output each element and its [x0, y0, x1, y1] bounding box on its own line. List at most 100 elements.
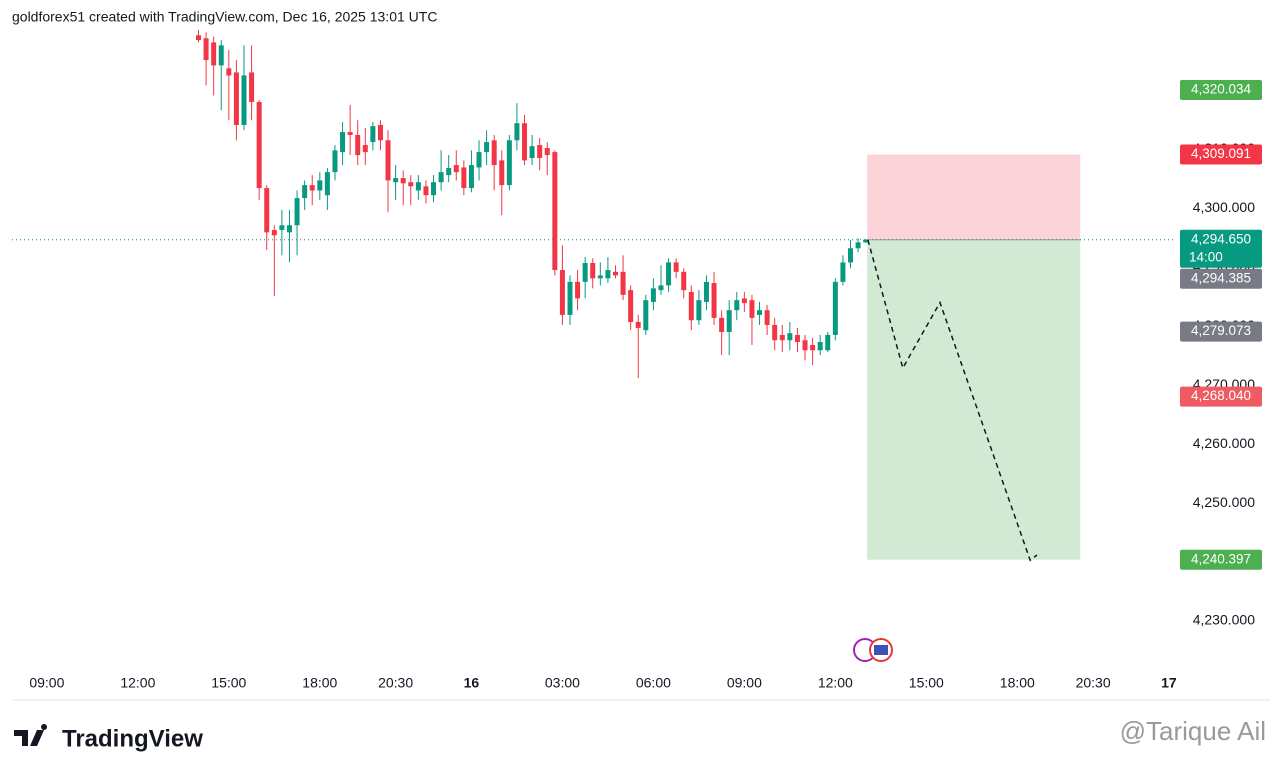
candle-body: [415, 182, 421, 191]
x-tick-label: 20:30: [378, 675, 413, 691]
candle-body: [635, 321, 641, 328]
candle-body: [196, 35, 202, 41]
candle-body: [332, 150, 338, 173]
candle-body: [362, 145, 368, 153]
candle-body: [377, 124, 383, 141]
candle-body: [703, 281, 709, 302]
countdown: 14:00: [1189, 249, 1223, 264]
candle-body: [749, 300, 755, 318]
x-tick-label: 03:00: [545, 675, 580, 691]
candle-body: [271, 229, 277, 236]
candle-body: [673, 262, 679, 272]
candle-body: [264, 188, 270, 233]
candle-body: [810, 344, 816, 351]
candle-body: [453, 165, 459, 173]
candle-body: [218, 45, 224, 66]
x-tick-label: 17: [1161, 675, 1177, 691]
y-tick-label: 4,260.000: [1193, 435, 1255, 451]
candle-body: [370, 126, 376, 143]
candle-body: [203, 38, 209, 61]
candle-body: [741, 298, 747, 304]
candle-body: [719, 317, 725, 333]
price-label: 4,240.397: [1191, 551, 1251, 566]
candle-body: [286, 225, 292, 233]
x-tick-label: 12:00: [818, 675, 853, 691]
candle-body: [317, 180, 323, 191]
candle-body: [620, 271, 626, 295]
candle-body: [226, 68, 232, 76]
price-label-box: [1180, 144, 1262, 165]
candle-body: [840, 262, 846, 282]
candle-body: [514, 123, 520, 141]
price-label: 4,309.091: [1191, 146, 1251, 161]
candle-body: [385, 140, 391, 181]
candle-body: [294, 198, 300, 226]
flag: [874, 645, 888, 655]
price-label-box: [1180, 386, 1262, 407]
candle-body: [628, 290, 634, 322]
x-tick-label: 12:00: [120, 675, 155, 691]
candle-body: [848, 248, 854, 263]
candle-body: [324, 172, 330, 196]
candle-body: [734, 300, 740, 311]
candle-body: [400, 178, 406, 184]
candle-body: [612, 271, 618, 276]
y-tick-label: 4,300.000: [1193, 199, 1255, 215]
candle-body: [825, 334, 831, 351]
candle-body: [355, 134, 361, 156]
candle-body: [666, 262, 672, 286]
x-tick-label: 20:30: [1076, 675, 1111, 691]
candle-body: [772, 324, 778, 341]
candle-body: [787, 333, 793, 341]
candle-body: [779, 334, 785, 341]
candle-body: [794, 334, 800, 343]
candle-body: [650, 288, 656, 302]
candle-body: [559, 270, 565, 315]
x-tick-label: 09:00: [727, 675, 762, 691]
price-label-box: [1180, 79, 1262, 100]
candle-body: [590, 262, 596, 279]
logo-text: TradingView: [62, 725, 203, 752]
y-tick-label: 4,250.000: [1193, 494, 1255, 510]
candle-body: [832, 281, 838, 335]
x-tick-label: 18:00: [1000, 675, 1035, 691]
candle-body: [408, 182, 414, 187]
candle-body: [309, 185, 315, 191]
candle-body: [688, 291, 694, 321]
candle-body: [506, 140, 512, 186]
price-label-box: [1180, 268, 1262, 289]
price-label: 4,294.650: [1191, 231, 1251, 246]
candle-body: [696, 300, 702, 321]
candle-body: [431, 182, 437, 196]
candle-body: [461, 167, 467, 189]
logo-icon: [14, 724, 48, 746]
candle-body: [423, 186, 429, 196]
x-tick-label: 06:00: [636, 675, 671, 691]
candle-body: [567, 281, 573, 315]
candle-body: [233, 72, 239, 125]
candle-body: [582, 262, 588, 282]
candle-body: [468, 165, 474, 189]
candle-body: [643, 300, 649, 331]
x-tick-label: 16: [464, 675, 480, 691]
price-label-box: [1180, 321, 1262, 342]
header: goldforex51 created with TradingView.com…: [12, 9, 437, 25]
price-label: 4,320.034: [1191, 82, 1252, 97]
event-icons: [853, 638, 893, 662]
candle-body: [491, 140, 497, 166]
candle-body: [597, 275, 603, 279]
candle-body: [347, 132, 353, 135]
candle-body: [279, 225, 285, 230]
candle-body: [249, 72, 255, 102]
candle-body: [658, 285, 664, 291]
x-tick-label: 09:00: [29, 675, 64, 691]
price-label: 4,268.040: [1191, 388, 1251, 403]
candle-body: [476, 152, 482, 168]
x-tick-label: 18:00: [302, 675, 337, 691]
price-label-box: [1180, 229, 1262, 268]
candle-body: [863, 239, 869, 243]
candle-body: [681, 271, 687, 291]
price-label: 4,279.073: [1191, 323, 1251, 338]
